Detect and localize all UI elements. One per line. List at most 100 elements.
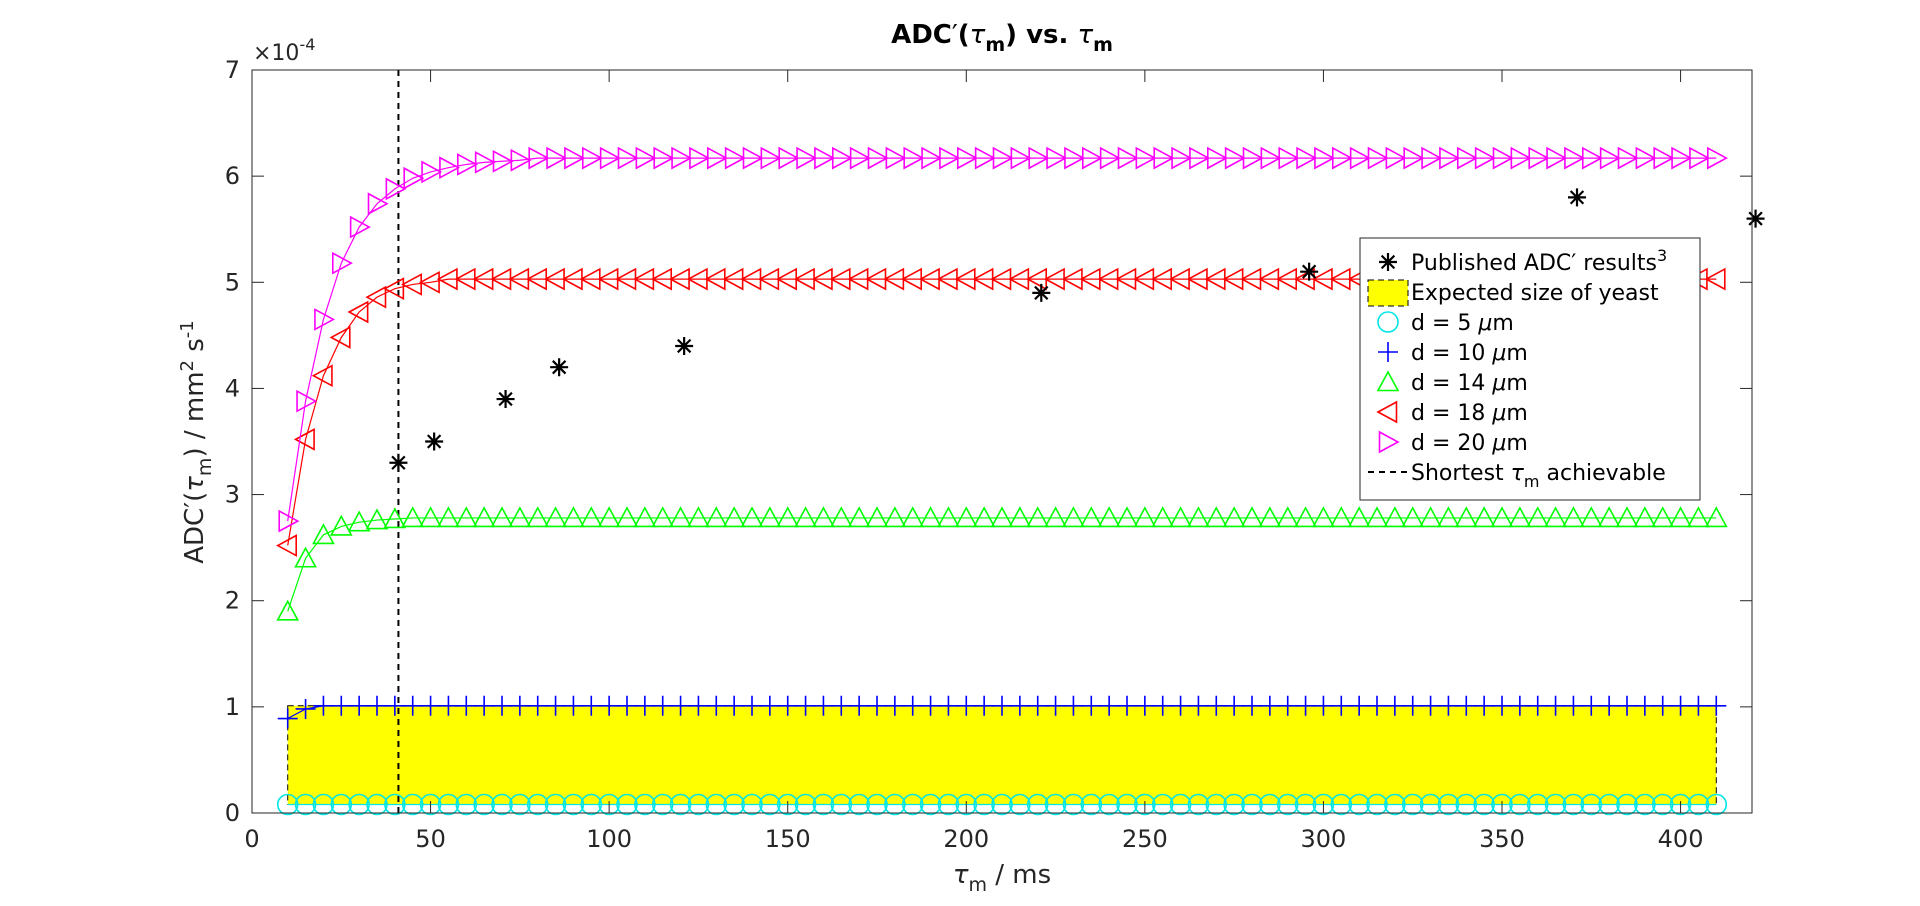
data-point [687,506,710,528]
data-point [597,506,621,528]
data-point [472,506,496,528]
data-point [777,695,798,716]
data-point [939,146,961,170]
data-point [293,428,315,451]
data-point [724,146,746,170]
data-point [581,146,603,170]
data-point [330,793,353,816]
data-point [385,177,407,201]
data-point [1028,146,1050,170]
data-point [314,308,336,331]
data-point [812,793,835,816]
published-point [1746,209,1765,228]
data-point [1026,506,1050,528]
data-point [473,793,495,816]
data-point [544,793,567,816]
x-tick-label: 250 [1122,825,1168,853]
data-point [903,146,925,170]
data-point [1259,695,1280,716]
data-point [617,695,637,716]
data-point [563,695,584,716]
data-point [1134,695,1155,716]
data-point [1296,146,1318,170]
data-point [1437,793,1460,816]
data-point [579,506,603,528]
data-point [1117,146,1139,170]
data-point [421,160,443,184]
data-point [1474,695,1495,716]
data-point [1188,695,1209,716]
data-point [867,146,889,170]
x-tick-label: 150 [765,825,811,853]
data-point [1687,793,1710,816]
data-point [687,793,710,816]
data-point [902,695,923,716]
data-point [974,146,996,170]
data-point [367,695,387,716]
data-point [1688,695,1709,716]
data-point [1492,146,1514,170]
series-circle [276,793,1728,816]
data-point [544,506,567,528]
data-point [1098,793,1120,816]
data-point [742,695,762,716]
data-point [955,793,978,816]
data-point [581,695,602,716]
data-point [1579,506,1603,528]
data-point [365,285,387,309]
y-tick-label: 1 [225,693,240,721]
data-point [1651,793,1674,816]
data-point [991,793,1013,816]
data-point [347,510,371,532]
data-point [938,695,959,716]
data-point [439,156,461,179]
data-point [1439,146,1461,170]
data-point [1295,695,1316,716]
data-point [1509,695,1530,716]
data-point [919,506,942,528]
published-point [1032,283,1051,302]
data-point [1189,146,1211,170]
y-axis-label: ADC′(τm) / mm2 s-1 [177,320,216,564]
x-tick-label: 0 [244,825,259,853]
data-point [651,506,675,528]
x-tick-label: 50 [415,825,446,853]
data-point [1224,146,1246,170]
data-point [419,793,442,816]
data-point [1313,695,1334,716]
data-point [508,506,532,528]
data-point [883,506,907,528]
data-point [420,695,441,716]
data-point [741,793,763,816]
data-point [528,146,550,170]
data-point [526,793,549,816]
data-point [1063,695,1084,716]
data-point [1099,146,1121,170]
data-point [1294,506,1317,528]
data-point [652,695,673,716]
data-point [1403,146,1425,170]
data-point [1151,793,1174,816]
data-point [1421,146,1443,170]
data-point [1617,695,1637,716]
data-point [651,793,674,816]
data-point [418,270,440,294]
data-point [1170,695,1191,716]
data-point [847,506,871,528]
data-point [1045,695,1066,716]
legend-label-d5: d = 5 μm [1411,311,1514,336]
data-point [848,793,870,816]
data-point [1653,146,1675,170]
legend-label-d10: d = 10 μm [1411,341,1528,366]
data-point [1329,506,1353,528]
data-point [866,793,888,816]
data-point [617,146,639,170]
data-point [1564,146,1586,170]
data-point [831,695,852,716]
data-point [1526,793,1549,816]
data-point [689,146,711,170]
data-point [706,146,728,170]
data-point [1597,506,1621,528]
data-point [276,534,298,557]
data-point [1027,695,1048,716]
